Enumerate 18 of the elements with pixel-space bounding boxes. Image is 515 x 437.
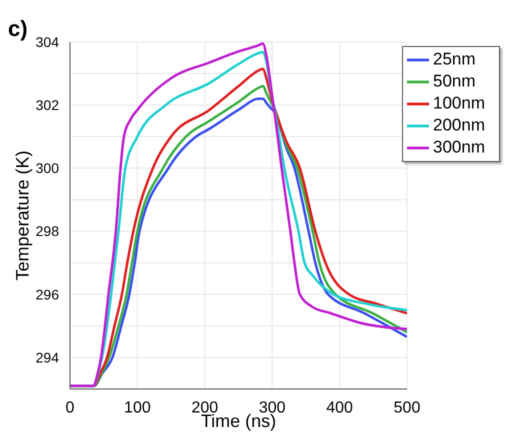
y-tick-label: 298 [36,223,60,240]
x-tick-label: 100 [124,399,151,416]
x-axis-title: Time (ns) [200,411,276,431]
legend-label: 50nm [433,71,476,90]
y-tick-label: 294 [36,349,60,366]
y-tick-label: 300 [36,160,60,176]
legend-label: 200nm [433,115,485,134]
y-tick-label: 302 [36,97,60,114]
x-tick-label: 0 [66,399,75,416]
y-tick-label: 304 [36,34,60,50]
x-tick-label: 400 [326,399,354,416]
y-tick-label: 296 [36,286,60,302]
text: c) [8,16,28,42]
legend-label: 25nm [433,49,476,68]
x-tick-label: 500 [394,399,420,416]
legend-label: 300nm [433,137,485,156]
y-axis-title: Temperature (K) [12,150,32,281]
legend-label: 100nm [433,93,485,112]
